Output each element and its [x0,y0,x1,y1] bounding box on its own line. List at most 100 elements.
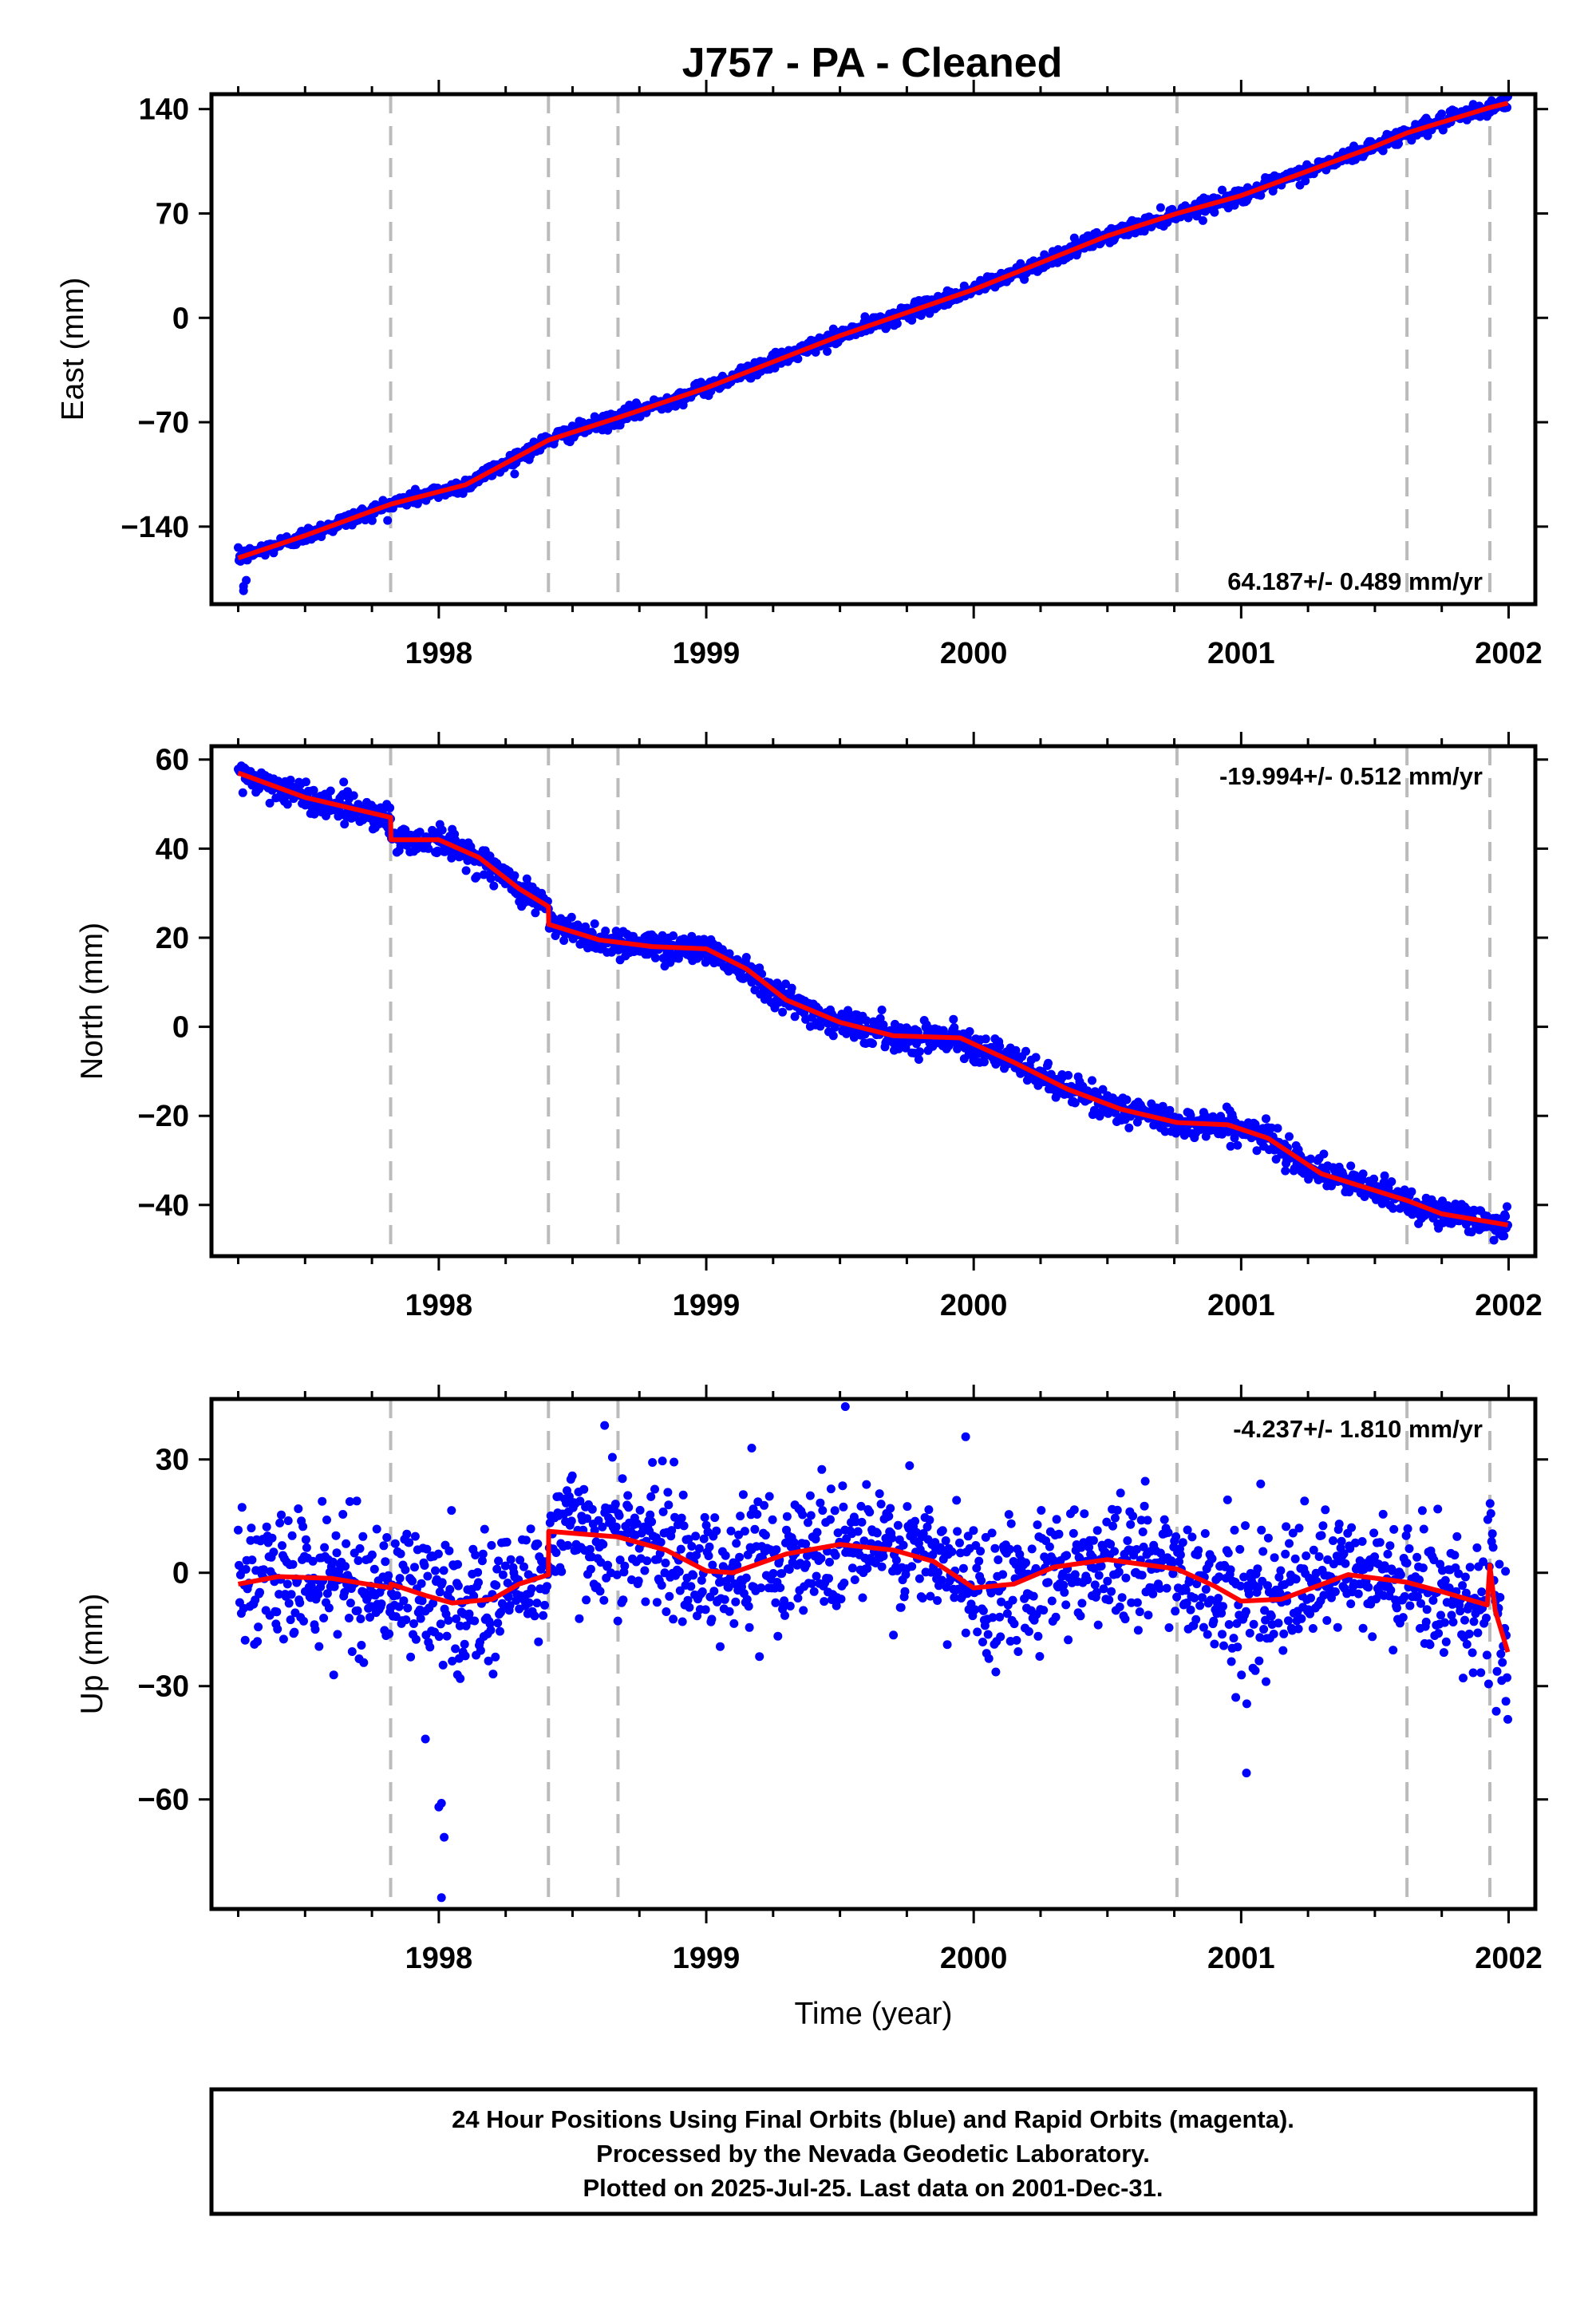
up-data-point [876,1500,886,1509]
up-data-point [1138,1528,1148,1536]
up-data-point [612,1570,622,1579]
up-data-point [1368,1632,1377,1642]
up-data-point [384,1571,393,1580]
up-data-point [1077,1599,1087,1608]
up-data-point [1284,1616,1293,1626]
up-data-point [1263,1533,1273,1543]
up-data-point [725,1607,734,1616]
up-data-point [670,1512,680,1522]
up-data-point [1258,1547,1268,1556]
up-data-point [1256,1479,1266,1488]
up-data-points [234,1402,1512,1903]
up-data-point [858,1593,867,1603]
up-data-point [480,1524,489,1534]
up-data-point [839,1502,848,1512]
up-data-point [1044,1578,1053,1587]
up-data-point [1110,1513,1120,1523]
up-data-point [887,1533,897,1543]
up-data-point [1123,1536,1132,1545]
up-data-point [598,1539,608,1549]
up-data-point [486,1626,496,1635]
up-data-point [1329,1536,1337,1545]
up-data-point [997,1597,1006,1607]
up-data-point [1215,1572,1224,1582]
up-data-point [705,1542,714,1551]
up-data-point [1276,1566,1286,1575]
up-data-point [764,1492,774,1501]
up-data-point [862,1480,871,1489]
north-data-point [301,777,310,787]
up-data-point [595,1587,605,1596]
up-data-point [1199,1622,1208,1632]
up-data-point [886,1504,895,1513]
up-data-point [516,1555,525,1565]
north-data-point [1088,1076,1096,1085]
east-data-point [603,425,613,435]
up-data-point [403,1603,413,1613]
up-data-point [1112,1505,1122,1515]
up-data-point [1226,1565,1235,1575]
up-data-point [460,1651,470,1661]
north-data-point [1387,1177,1396,1187]
up-data-point [1341,1559,1350,1568]
up-data-point [689,1571,698,1580]
up-data-point [618,1474,627,1484]
up-data-point [963,1531,973,1541]
up-data-point [492,1564,502,1574]
up-data-point [1290,1554,1300,1563]
up-data-point [320,1543,330,1552]
up-data-point [1230,1525,1239,1535]
up-data-point [1350,1538,1360,1547]
up-data-point [399,1596,409,1606]
up-data-point [498,1570,508,1579]
east-data-point [510,469,519,479]
up-data-point [1389,1646,1398,1655]
up-data-point [1076,1611,1085,1621]
north-data-point [1070,1098,1080,1108]
up-data-point [610,1500,620,1509]
up-data-point [757,1583,766,1593]
up-data-point [1333,1622,1342,1632]
north-data-point [1503,1202,1511,1211]
up-data-point [937,1575,946,1585]
up-data-point [1309,1545,1318,1555]
up-data-point [729,1618,739,1628]
up-data-point [1121,1573,1131,1583]
up-data-point [1178,1538,1187,1547]
north-data-point [1124,1123,1134,1132]
up-data-point [1375,1538,1385,1547]
up-data-point [502,1537,512,1547]
up-data-point [771,1598,780,1607]
up-data-point [1237,1670,1246,1680]
up-data-point [460,1639,469,1649]
up-data-point [341,1562,350,1571]
up-data-point [423,1571,433,1581]
up-data-point [530,1611,539,1621]
up-data-point [911,1516,920,1526]
up-data-point [381,1557,390,1567]
north-data-point [1281,1166,1290,1176]
up-data-point [1232,1618,1242,1628]
north-data-point [590,919,599,928]
east-data-point [458,488,468,498]
up-data-point [736,1512,745,1521]
up-data-point [1132,1598,1142,1607]
up-data-point [1330,1587,1340,1596]
up-data-point [623,1491,633,1500]
north-data-point [601,927,610,935]
up-data-point [1403,1524,1412,1533]
up-data-point [488,1670,498,1679]
up-data-point [1159,1515,1169,1524]
north-data-point [787,983,796,993]
up-data-point [955,1538,964,1547]
up-data-point [1291,1575,1301,1584]
up-data-point [934,1567,942,1577]
up-plot-area [234,1399,1512,1909]
up-data-point [1245,1628,1254,1638]
up-data-point [583,1514,592,1524]
up-data-point [500,1561,510,1571]
up-data-point [905,1461,915,1470]
up-data-point [922,1522,932,1531]
up-data-point [1317,1531,1326,1540]
